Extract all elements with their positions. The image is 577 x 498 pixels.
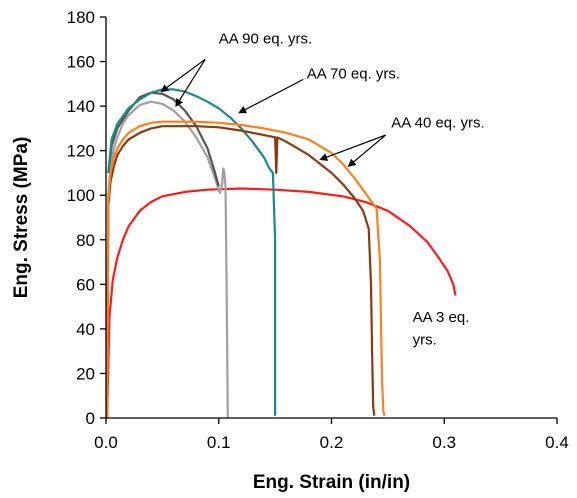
y-tick-label: 80: [76, 231, 95, 250]
series-line-2: [106, 100, 229, 419]
series-line-3: [107, 91, 220, 187]
annotation-label: yrs.: [413, 331, 437, 348]
y-tick-label: 60: [76, 275, 95, 294]
series-line-6: [106, 120, 386, 419]
annotation-label: AA 3 eq.: [413, 309, 470, 326]
series-line-5: [106, 125, 376, 419]
y-tick-label: 180: [67, 8, 95, 27]
annotation-arrow: [347, 134, 387, 167]
y-axis-title: Eng. Stress (MPa): [11, 137, 32, 299]
annotation-arrow: [238, 78, 304, 114]
axes: 0 20 40 60 80 100 120 140 160 180 0.0 0.1 0.2 0.3 0.4: [67, 8, 569, 452]
x-tick-label: 0.2: [320, 433, 344, 452]
annotation-arrow: [175, 59, 206, 107]
x-tick-label: 0.3: [432, 433, 456, 452]
annotation-arrow: [160, 58, 206, 93]
y-tick-label: 120: [67, 142, 95, 161]
y-tick-label: 100: [67, 186, 95, 205]
annotation-label: AA 90 eq. yrs.: [219, 31, 312, 48]
x-tick-label: 0.0: [94, 433, 118, 452]
plot-lines: [106, 88, 457, 419]
y-tick-label: 160: [67, 53, 95, 72]
annotation-label: AA 70 eq. yrs.: [307, 65, 400, 82]
y-tick-label: 40: [76, 320, 95, 339]
y-tick-label: 0: [86, 409, 95, 428]
x-ticks: 0.0 0.1 0.2 0.3 0.4: [94, 418, 569, 452]
x-tick-label: 0.1: [207, 433, 231, 452]
annotation-arrow: [319, 134, 386, 161]
y-tick-label: 140: [67, 97, 95, 116]
x-tick-label: 0.4: [545, 433, 569, 452]
annotations: AA 90 eq. yrs. AA 70 eq. yrs. AA 40 eq. yr…: [160, 31, 485, 348]
x-axis-title: Eng. Strain (in/in): [253, 472, 410, 493]
y-tick-label: 20: [76, 364, 95, 383]
annotation-label: AA 40 eq. yrs.: [391, 114, 484, 131]
y-ticks: 0 20 40 60 80 100 120 140 160 180: [67, 8, 106, 428]
series-line-1: [106, 187, 457, 419]
series-line-4: [107, 88, 277, 416]
